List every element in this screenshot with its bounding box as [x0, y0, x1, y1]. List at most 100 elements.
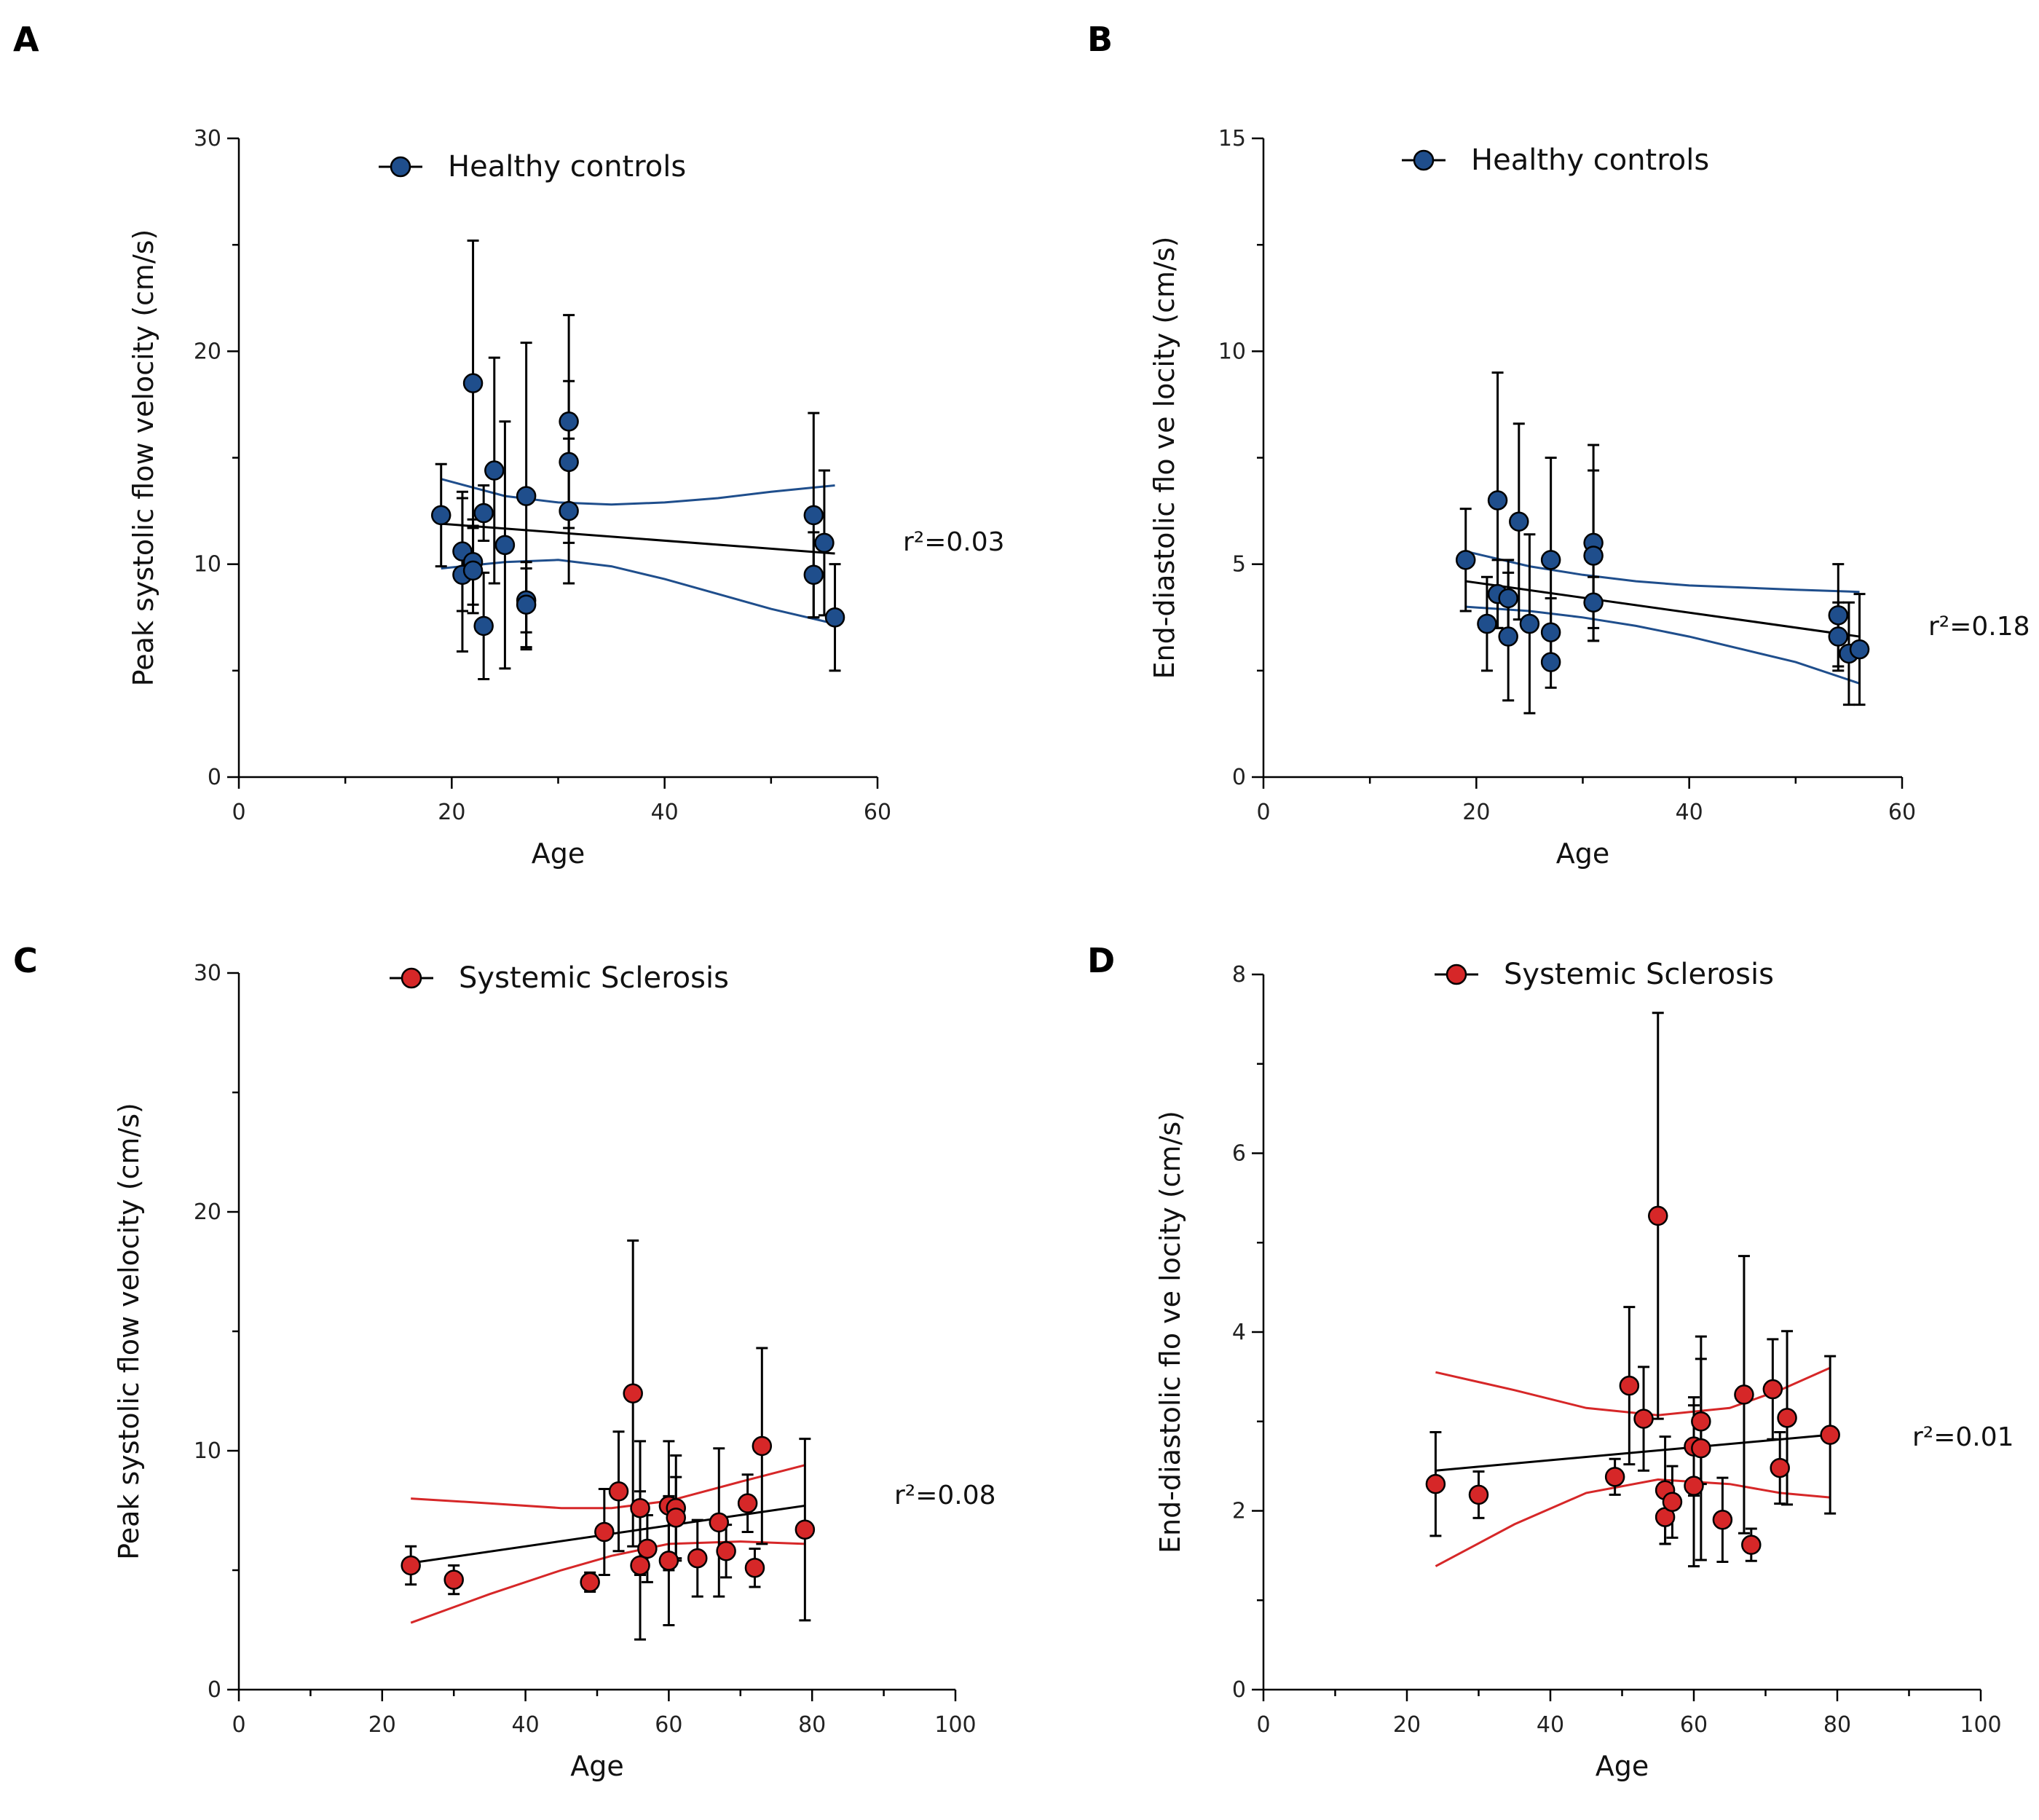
data-point: [484, 460, 505, 481]
data-point: [666, 1508, 686, 1528]
data-point: [430, 505, 451, 526]
data-point: [1691, 1411, 1711, 1432]
data-point: [709, 1512, 730, 1533]
panel-b-plot: 0 5 10 15 0 20 40 60 Age End-diastolic flo ve loc…: [1148, 126, 2030, 870]
data-point: [1498, 626, 1518, 647]
y-tick-label: 0: [208, 765, 221, 790]
y-tick-label: 10: [194, 1438, 221, 1464]
data-point: [803, 564, 824, 586]
data-point: [744, 1557, 765, 1578]
data-point: [1583, 545, 1604, 566]
x-axis-title: Age: [532, 838, 585, 870]
data-point: [1487, 490, 1508, 511]
data-point: [637, 1538, 658, 1559]
data-point: [1734, 1384, 1754, 1405]
data-point: [462, 560, 484, 581]
data-point: [687, 1548, 708, 1569]
ci-lower-curve: [441, 559, 835, 625]
y-tick-label: 8: [1232, 962, 1246, 988]
legend-label: Systemic Sclerosis: [459, 961, 729, 995]
data-point: [1691, 1438, 1711, 1459]
r-squared-label: r²=0.08: [894, 1481, 996, 1510]
panel-b: B 0 5 10 15 0 20 40 60 Age End-diastolic flo ve l…: [1087, 20, 2030, 870]
data-point: [1604, 1467, 1625, 1487]
data-point: [1540, 622, 1561, 642]
data-point: [1633, 1409, 1654, 1429]
r-squared-label: r²=0.03: [903, 527, 1005, 557]
data-point: [494, 535, 516, 556]
y-tick-label: 10: [194, 552, 221, 578]
data-point: [608, 1481, 629, 1502]
data-point: [1712, 1510, 1733, 1530]
data-point: [794, 1519, 816, 1540]
data-point: [630, 1497, 650, 1518]
y-tick-label: 2: [1232, 1499, 1246, 1524]
panel-c-letter: C: [13, 941, 38, 980]
x-tick-label: 40: [1676, 800, 1703, 825]
data-point: [1540, 652, 1561, 672]
y-axis-title: End-diastolic flo ve locity (cm/s): [1148, 236, 1180, 679]
y-axis-title: Peak systolic flow velocity (cm/s): [113, 1103, 145, 1560]
data-point: [1477, 613, 1497, 634]
legend-label: Healthy controls: [1471, 143, 1709, 177]
x-axis-title: Age: [1556, 838, 1610, 870]
x-axis-title: Age: [570, 1750, 624, 1782]
data-point: [1770, 1457, 1790, 1478]
data-point: [658, 1551, 679, 1571]
data-point: [630, 1555, 650, 1576]
legend-marker: [401, 967, 422, 989]
y-tick-label: 20: [194, 339, 221, 364]
y-tick-label: 30: [194, 126, 221, 151]
data-point: [1828, 605, 1849, 626]
y-tick-label: 4: [1232, 1320, 1246, 1345]
data-point: [1425, 1473, 1446, 1494]
y-tick-label: 30: [194, 961, 221, 986]
x-tick-label: 20: [368, 1712, 396, 1738]
x-tick-label: 100: [934, 1712, 976, 1738]
data-point: [594, 1521, 615, 1543]
data-point: [580, 1572, 600, 1593]
x-tick-label: 20: [438, 800, 465, 825]
data-point: [1455, 550, 1476, 570]
x-tick-label: 60: [1888, 800, 1916, 825]
panel-a: A 0 10 20 30 0 20 40 60 Age Peak systolic flow ve…: [13, 20, 1005, 870]
data-point: [443, 1569, 464, 1590]
data-point: [814, 532, 835, 554]
data-point: [752, 1435, 773, 1457]
legend-marker: [1446, 964, 1467, 985]
data-point: [462, 373, 484, 393]
x-tick-label: 60: [655, 1712, 682, 1738]
data-point: [1583, 592, 1604, 613]
y-tick-label: 0: [1232, 1677, 1246, 1703]
x-tick-label: 0: [1256, 1712, 1270, 1738]
data-point: [1468, 1484, 1489, 1505]
data-point: [1540, 550, 1561, 570]
legend-label: Systemic Sclerosis: [1504, 958, 1774, 991]
data-point: [1828, 626, 1849, 647]
data-point: [1648, 1205, 1668, 1226]
r-squared-label: r²=0.18: [1928, 612, 2030, 642]
y-tick-label: 10: [1218, 339, 1246, 364]
data-point: [401, 1555, 421, 1576]
data-point: [824, 607, 845, 628]
x-tick-label: 0: [1256, 800, 1270, 825]
data-point: [1849, 639, 1870, 660]
x-tick-label: 40: [512, 1712, 540, 1738]
x-tick-label: 80: [1823, 1712, 1851, 1738]
data-point: [1619, 1375, 1640, 1396]
x-tick-label: 40: [1537, 1712, 1564, 1738]
panel-d-letter: D: [1087, 941, 1115, 980]
regression-line: [1465, 580, 1860, 638]
data-point: [1509, 511, 1529, 532]
y-tick-label: 0: [1232, 765, 1246, 790]
x-tick-label: 80: [798, 1712, 826, 1738]
ci-upper-curve: [441, 478, 835, 506]
data-point: [737, 1493, 758, 1513]
data-point: [716, 1541, 736, 1561]
ci-lower-curve: [410, 1540, 805, 1624]
panel-c-plot: 0 10 20 30 0 20 40 60 80 100 Age Peak systolic flow…: [113, 961, 996, 1782]
x-tick-label: 0: [232, 1712, 245, 1738]
data-point: [559, 452, 579, 473]
regression-line: [1435, 1433, 1831, 1472]
data-point: [473, 503, 494, 524]
